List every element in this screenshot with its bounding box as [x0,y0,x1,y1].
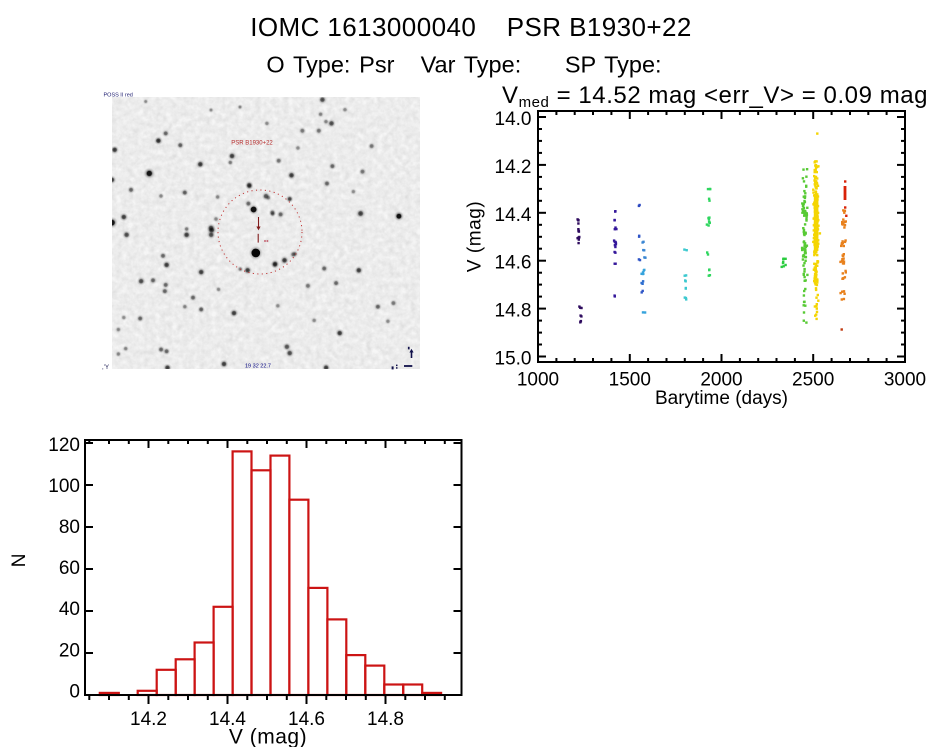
svg-text:14.0: 14.0 [495,109,532,130]
svg-text:14.2: 14.2 [495,157,532,178]
svg-text:IOMC 1613000040 PSR B1930+2: IOMC 1613000040 PSR B1930+22 [250,12,692,42]
svg-text:1500: 1500 [609,370,651,391]
svg-text:14.2: 14.2 [130,709,167,730]
svg-text:3000: 3000 [884,370,926,391]
svg-text:14.8: 14.8 [495,301,532,322]
svg-text:60: 60 [59,558,80,579]
svg-text:POSS II red: POSS II red [104,93,133,99]
svg-text:14.4: 14.4 [495,205,532,226]
svg-text:Vmed = 14.52 mag <err_V> = 0.0: Vmed = 14.52 mag <err_V> = 0.09 mag [502,82,928,111]
svg-text:2500: 2500 [792,370,834,391]
svg-text:PSR B1930+22: PSR B1930+22 [231,141,273,147]
svg-text:15.0: 15.0 [495,349,532,370]
svg-text:O Type: Psr Var Type: SP: O Type: Psr Var Type: SP Type: [266,51,661,77]
svg-text:20: 20 [59,640,80,661]
svg-text:V (mag): V (mag) [465,201,486,272]
svg-text:1000: 1000 [517,370,559,391]
svg-text:100: 100 [48,476,80,497]
svg-text:120: 120 [48,435,80,456]
svg-text:0: 0 [69,681,80,702]
svg-text:14.6: 14.6 [495,253,532,274]
svg-text:14.4: 14.4 [209,709,246,730]
svg-text:V (mag): V (mag) [229,726,307,747]
svg-text:N: N [9,554,30,568]
svg-text:14.6: 14.6 [288,709,325,730]
svg-text:80: 80 [59,517,80,538]
svg-text:19 32 22.7: 19 32 22.7 [245,364,271,370]
svg-text:14.8: 14.8 [367,709,404,730]
svg-text:2000: 2000 [700,370,742,391]
svg-text:Barytime (days): Barytime (days) [655,388,788,409]
svg-text:,’Y: ,’Y [102,365,109,371]
svg-text:40: 40 [59,599,80,620]
